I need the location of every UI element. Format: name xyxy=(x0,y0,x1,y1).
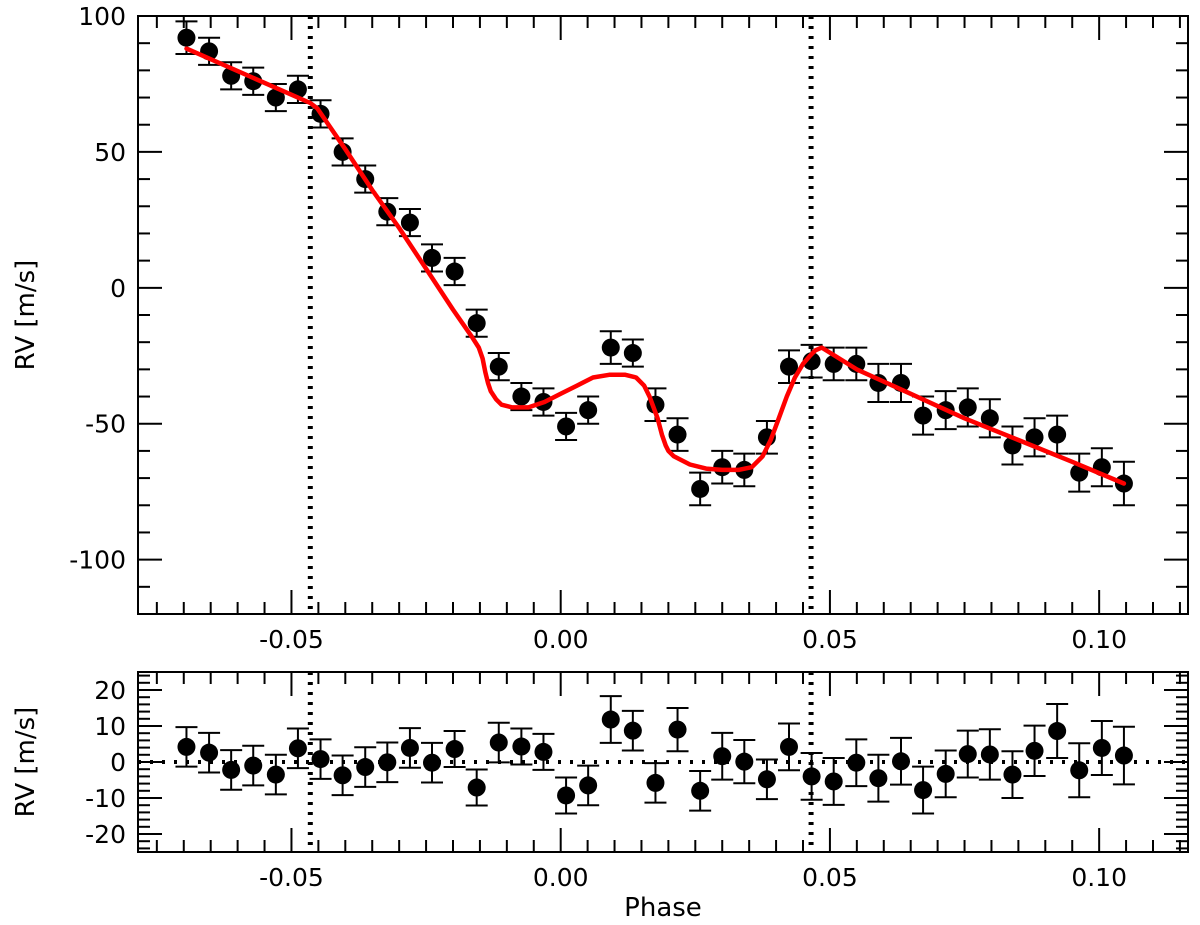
data-point xyxy=(557,786,576,805)
data-point xyxy=(1048,722,1067,741)
data-point xyxy=(668,720,687,739)
data-point xyxy=(1092,738,1111,757)
data-point xyxy=(489,733,508,752)
data-point xyxy=(579,776,598,795)
data-point xyxy=(601,710,620,729)
data-point xyxy=(266,88,285,107)
data-point xyxy=(1003,765,1022,784)
data-point xyxy=(847,753,866,772)
x-axis-title: Phase xyxy=(624,893,702,923)
rv-panel: -0.05 0.00 0.05 0.10 100 50 0 -50 -100 RV [m/s] xyxy=(11,2,1189,654)
data-point xyxy=(579,401,598,420)
y-tick-label: 20 xyxy=(94,676,126,705)
x-tick-label: 0.10 xyxy=(1071,625,1127,654)
y-tick-label: 10 xyxy=(94,712,126,741)
data-point xyxy=(691,781,710,800)
x-tick-label: -0.05 xyxy=(259,625,324,654)
y-axis-title: RV [m/s] xyxy=(11,707,41,818)
x-tick-label: 0.05 xyxy=(802,863,858,892)
data-point xyxy=(445,740,464,759)
y-tick-label: -20 xyxy=(85,820,126,849)
data-point xyxy=(601,338,620,357)
data-point xyxy=(623,344,642,363)
y-axis-title: RV [m/s] xyxy=(11,260,41,371)
data-point xyxy=(1025,428,1044,447)
data-point xyxy=(177,737,196,756)
data-point xyxy=(512,737,531,756)
y-tick-label: -10 xyxy=(85,784,126,813)
y-tick-label: 100 xyxy=(78,2,126,31)
data-point xyxy=(378,753,397,772)
x-tick-label: 0.00 xyxy=(533,863,589,892)
data-point xyxy=(1025,741,1044,760)
data-point xyxy=(512,387,531,406)
data-point xyxy=(445,262,464,281)
y-tick-label: 0 xyxy=(110,748,126,777)
data-point xyxy=(646,773,665,792)
data-point xyxy=(980,409,999,428)
data-point xyxy=(691,479,710,498)
y-tick-label: -100 xyxy=(69,546,126,575)
data-point xyxy=(222,760,241,779)
data-point xyxy=(467,314,486,333)
data-point xyxy=(735,752,754,771)
data-point xyxy=(489,357,508,376)
data-point xyxy=(400,213,419,232)
plot-frame xyxy=(137,15,1189,615)
x-tick-label: 0.10 xyxy=(1071,863,1127,892)
x-tick-label: 0.00 xyxy=(533,625,589,654)
data-point xyxy=(423,248,441,267)
data-point xyxy=(200,743,219,762)
data-point xyxy=(400,738,419,757)
data-point xyxy=(869,769,888,788)
y-tick-label: 0 xyxy=(110,274,126,303)
data-point xyxy=(780,737,798,756)
data-point xyxy=(980,745,999,764)
data-point xyxy=(892,752,910,771)
x-tick-label: -0.05 xyxy=(259,863,324,892)
data-point xyxy=(757,770,776,789)
data-point xyxy=(1070,761,1089,780)
data-point xyxy=(958,398,977,417)
data-point xyxy=(668,425,687,444)
x-tick-label: 0.05 xyxy=(802,625,858,654)
data-point xyxy=(423,753,441,772)
data-point xyxy=(824,772,843,791)
data-point xyxy=(333,142,352,161)
y-tick-label: 50 xyxy=(94,138,126,167)
data-point xyxy=(1114,746,1133,765)
data-point xyxy=(623,721,642,740)
model-curve xyxy=(184,46,1127,486)
data-point xyxy=(244,756,263,775)
data-point xyxy=(534,742,553,761)
residual-panel: -0.05 0.00 0.05 0.10 20 10 0 -10 -20 RV [m/s] Phas… xyxy=(11,671,1189,923)
data-point xyxy=(288,739,307,758)
data-point xyxy=(780,357,798,376)
data-point xyxy=(333,766,352,785)
data-point xyxy=(914,406,933,425)
data-point xyxy=(557,417,576,436)
data-point xyxy=(802,767,821,786)
data-point xyxy=(958,745,977,764)
data-point xyxy=(1048,425,1067,444)
data-point xyxy=(311,750,330,769)
data-point xyxy=(467,778,486,797)
data-point xyxy=(177,28,196,47)
data-point xyxy=(713,747,732,766)
data-point xyxy=(914,781,933,800)
data-point xyxy=(936,764,955,783)
y-tick-label: -50 xyxy=(85,410,126,439)
data-point xyxy=(266,765,285,784)
data-point xyxy=(356,758,375,777)
